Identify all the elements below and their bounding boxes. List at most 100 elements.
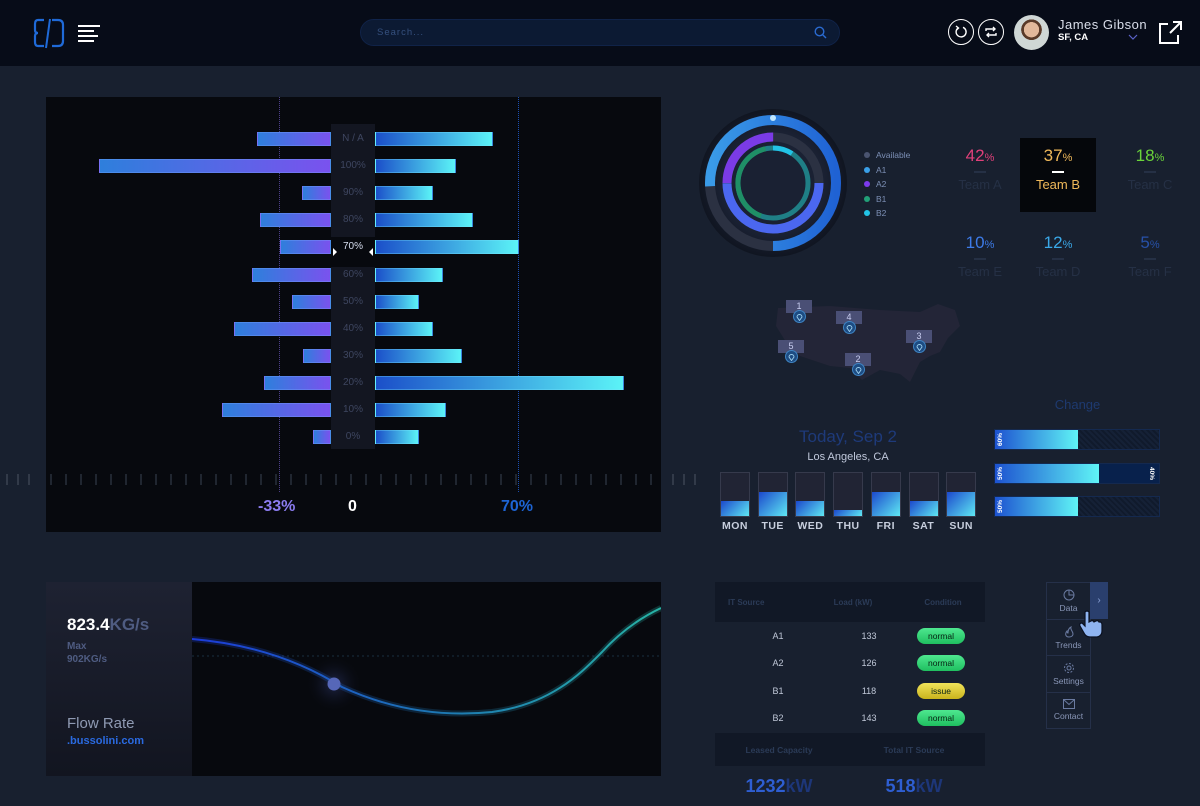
table-row[interactable]: B2 143 normal [715, 705, 985, 733]
nav-item-contact[interactable]: Contact [1046, 691, 1091, 729]
bar-row[interactable]: 0% [46, 430, 661, 445]
bar-row[interactable]: 20% [46, 375, 661, 390]
refresh-button[interactable] [948, 19, 974, 45]
search-icon[interactable] [814, 26, 827, 39]
bar-row[interactable]: 40% [46, 321, 661, 336]
slider-ruler[interactable] [0, 474, 700, 488]
map-pin-2[interactable]: 2 [845, 353, 871, 376]
team-card[interactable]: 10% Team E [957, 233, 1003, 279]
day-bar[interactable] [870, 472, 901, 517]
status-badge: normal [917, 655, 965, 672]
day-bar[interactable] [908, 472, 939, 517]
bar-positive [375, 294, 419, 309]
table-row[interactable]: B1 118 issue [715, 677, 985, 705]
us-map-shape [776, 304, 960, 382]
search-input[interactable] [377, 20, 797, 45]
bar-positive [375, 375, 624, 390]
donut-chart [699, 109, 847, 257]
nav-item-settings[interactable]: Settings [1046, 655, 1091, 693]
bar-category-label: 30% [342, 349, 363, 361]
map-pin-4[interactable]: 4 [836, 311, 862, 334]
bar-negative [99, 159, 331, 174]
selection-arrows-icon [331, 243, 375, 257]
day-bar[interactable] [833, 472, 864, 517]
flow-max: Max 902KG/s [67, 641, 108, 665]
bar-row[interactable]: 10% [46, 403, 661, 417]
chevron-down-icon[interactable] [1128, 34, 1138, 40]
flow-line-chart [192, 605, 661, 717]
bar-category-label: 20% [342, 376, 363, 388]
avatar[interactable] [1014, 15, 1049, 50]
sync-button[interactable] [978, 19, 1004, 45]
team-card[interactable]: 42% Team A [958, 146, 1002, 192]
bar-negative [302, 186, 331, 201]
date-title: Today, Sep 2 [799, 427, 897, 446]
table-row[interactable]: A2 126 normal [715, 650, 985, 678]
team-card[interactable]: 5% Team F [1128, 233, 1172, 279]
map-pin-5[interactable]: 5 [778, 340, 804, 363]
bar-category-label: 60% [342, 268, 363, 280]
day-bar[interactable] [795, 472, 826, 517]
bar-row[interactable]: 70% [46, 240, 661, 257]
bar-positive [375, 403, 446, 417]
top-bar: James Gibson SF, CA [0, 0, 1200, 66]
bar-row[interactable]: N / A [46, 132, 661, 146]
bar-category-label: 0% [345, 431, 361, 443]
bar-row[interactable]: 90% [46, 186, 661, 201]
side-nav: Data Trends Settings Contact [1046, 582, 1091, 729]
search-bar[interactable] [360, 19, 840, 46]
it-source-table: IT Source Load (kW) Condition A1 133 norma… [715, 582, 985, 806]
team-card[interactable]: 37% Team B [1020, 138, 1096, 212]
flow-value: 823.4KG/s [67, 615, 150, 634]
change-bar: 50% 40% [994, 462, 1160, 484]
side-nav-expand-button[interactable]: › [1090, 582, 1108, 619]
bar-negative [280, 240, 331, 255]
day-label: FRI [876, 520, 895, 532]
bar-positive [375, 430, 419, 445]
change-title: Change [1054, 397, 1101, 412]
day-label: THU [836, 520, 860, 532]
status-badge: issue [917, 682, 965, 699]
flow-marker[interactable] [327, 677, 341, 691]
day-bar[interactable] [757, 472, 788, 517]
table-header: IT Source Load (kW) Condition [715, 582, 985, 622]
external-link-icon[interactable] [1157, 21, 1183, 45]
bar-category-label: 100% [340, 160, 366, 172]
category-column [331, 124, 375, 449]
flow-site-link[interactable]: .bussolini.com [67, 735, 145, 747]
location-icon [796, 313, 802, 321]
table-row[interactable]: A1 133 normal [715, 622, 985, 650]
logo-icon [33, 18, 65, 49]
table-footer: Leased Capacity Total IT Source [715, 733, 985, 766]
day-bar[interactable] [946, 472, 977, 517]
bar-row[interactable]: 50% [46, 294, 661, 309]
bar-category-label: N / A [342, 133, 364, 144]
bar-category-label: 80% [342, 214, 363, 226]
bar-row[interactable]: 60% [46, 267, 661, 282]
total-it-source-value: 518kW [885, 775, 943, 796]
bar-negative [313, 430, 331, 445]
neg-axis-label: -33% [258, 498, 296, 515]
team-card[interactable]: 12% Team D [1035, 233, 1081, 279]
neg-reference-line [279, 97, 280, 492]
user-location: SF, CA [1058, 32, 1089, 43]
flame-icon [1064, 625, 1074, 638]
leased-capacity-value: 1232kW [745, 775, 813, 796]
bar-negative [257, 132, 331, 146]
bar-row[interactable]: 80% [46, 213, 661, 228]
bar-row[interactable]: 100% [46, 159, 661, 174]
location-label: Los Angeles, CA [807, 451, 889, 463]
bar-positive [375, 321, 433, 336]
refresh-icon [955, 25, 967, 38]
location-icon [916, 343, 922, 351]
bar-row[interactable]: 30% [46, 348, 661, 363]
map-pin-1[interactable]: 1 [786, 300, 812, 323]
day-bar[interactable] [720, 472, 750, 517]
menu-icon[interactable] [78, 25, 100, 42]
legend-dot-icon [864, 210, 870, 217]
team-card[interactable]: 18% Team C [1127, 146, 1173, 192]
map-pin-3[interactable]: 3 [906, 330, 932, 353]
bar-negative [222, 403, 331, 417]
status-badge: normal [917, 710, 965, 727]
location-icon [788, 353, 794, 361]
